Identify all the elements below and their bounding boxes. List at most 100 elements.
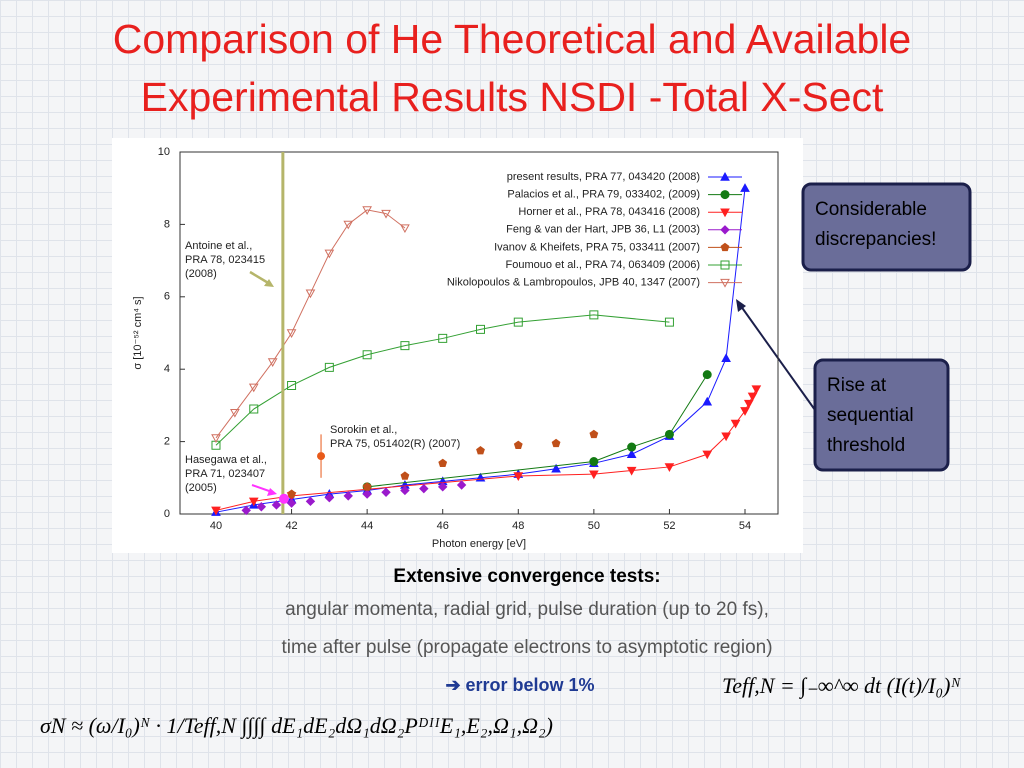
- marker: [747, 392, 758, 402]
- plot-frame: [179, 151, 779, 515]
- marker: [740, 407, 750, 416]
- marker: [324, 362, 334, 372]
- marker: [513, 317, 523, 327]
- legend-label: Nikolopoulos & Lambropoulos, JPB 40, 134…: [447, 277, 700, 289]
- y-tick-label: 2: [164, 436, 170, 448]
- marker: [513, 472, 524, 482]
- x-tick-label: 50: [588, 520, 600, 532]
- marker: [664, 429, 674, 439]
- marker: [362, 489, 372, 499]
- marker: [305, 289, 316, 299]
- marker: [589, 457, 599, 467]
- marker: [362, 206, 372, 215]
- marker: [476, 324, 485, 334]
- marker: [589, 429, 599, 439]
- legend-label: Foumouo et al., PRA 74, 063409 (2006): [506, 259, 700, 271]
- formula: σN ≈ (ω/I₀)ᴺ · 1/Teff,N ∫∫∫∫ dE₁dE₂dΩ₁dΩ…: [40, 713, 553, 739]
- x-tick-label: 54: [739, 520, 751, 532]
- data-point: [317, 452, 326, 461]
- marker: [626, 466, 637, 476]
- annotation: Antoine et al.,: [185, 240, 252, 252]
- x-axis-label: Photon energy [eV]: [432, 538, 526, 550]
- marker: [720, 225, 730, 235]
- callout-text: Considerable: [815, 199, 927, 220]
- marker: [400, 341, 410, 351]
- marker: [438, 482, 448, 492]
- marker: [256, 502, 267, 512]
- formula: Teff,N = ∫₋∞^∞ dt (I(t)/I₀)ᴺ: [722, 673, 961, 699]
- marker: [248, 383, 259, 393]
- y-tick-label: 0: [164, 508, 170, 520]
- data-point: [279, 493, 290, 504]
- annotation: PRA 78, 023415: [185, 254, 265, 266]
- marker: [720, 208, 730, 218]
- chart-background: [112, 138, 803, 553]
- marker: [271, 500, 282, 510]
- marker: [720, 171, 730, 181]
- marker: [211, 440, 221, 450]
- marker: [720, 242, 730, 252]
- marker: [589, 310, 599, 320]
- marker: [324, 493, 335, 503]
- marker: [362, 350, 372, 360]
- legend-label: Ivanov & Kheifets, PRA 75, 033411 (2007): [494, 241, 700, 253]
- marker: [702, 396, 713, 406]
- x-tick-label: 46: [437, 520, 449, 532]
- marker: [381, 487, 391, 497]
- marker: [362, 482, 372, 491]
- marker: [343, 491, 353, 501]
- marker: [664, 317, 674, 327]
- annotation: PRA 71, 023407: [185, 468, 265, 480]
- annotation: (2008): [185, 268, 217, 280]
- marker: [730, 419, 741, 429]
- marker: [286, 498, 297, 508]
- x-tick-label: 42: [285, 520, 297, 532]
- y-tick-label: 8: [164, 218, 170, 230]
- legend-label: Feng & van der Hart, JPB 36, L1 (2003): [506, 224, 700, 236]
- x-tick-label: 40: [210, 520, 222, 532]
- marker: [720, 190, 730, 200]
- callout-text: discrepancies!: [815, 229, 936, 250]
- marker: [721, 432, 731, 442]
- marker: [743, 399, 754, 409]
- annotation: Sorokin et al.,: [330, 424, 397, 436]
- arrow-head: [264, 279, 274, 287]
- marker: [287, 489, 296, 498]
- result: ➔ error below 1%: [445, 675, 594, 695]
- series-line: [215, 209, 406, 439]
- marker: [740, 183, 750, 192]
- callout-text: sequential: [827, 405, 914, 426]
- title-line: Experimental Results NSDI -Total X-Sect: [141, 74, 884, 120]
- callout-box: [801, 182, 972, 272]
- marker: [343, 220, 354, 230]
- heading: Extensive convergence tests:: [393, 566, 660, 587]
- marker: [551, 438, 561, 448]
- marker: [287, 380, 297, 390]
- marker: [267, 358, 278, 367]
- y-tick-label: 4: [164, 363, 170, 375]
- legend-label: Horner et al., PRA 78, 043416 (2008): [518, 206, 700, 218]
- marker: [381, 209, 391, 219]
- arrow-head: [736, 299, 746, 312]
- marker: [305, 496, 316, 507]
- marker: [211, 434, 221, 444]
- marker: [400, 471, 410, 480]
- x-tick-label: 44: [361, 520, 373, 532]
- marker: [751, 385, 762, 395]
- callout-arrow: [737, 301, 816, 411]
- body-line: time after pulse (propagate electrons to…: [281, 637, 772, 658]
- marker: [211, 506, 221, 516]
- marker: [400, 485, 410, 496]
- marker: [400, 224, 410, 234]
- y-axis-label: σ [10⁻⁵² cm⁴ s]: [132, 296, 144, 369]
- marker: [513, 440, 523, 449]
- annotation-arrow: [249, 270, 271, 286]
- annotation-arrow: [251, 484, 273, 493]
- marker: [702, 370, 712, 380]
- marker: [324, 249, 335, 259]
- x-tick-label: 48: [512, 520, 524, 532]
- marker: [438, 458, 448, 468]
